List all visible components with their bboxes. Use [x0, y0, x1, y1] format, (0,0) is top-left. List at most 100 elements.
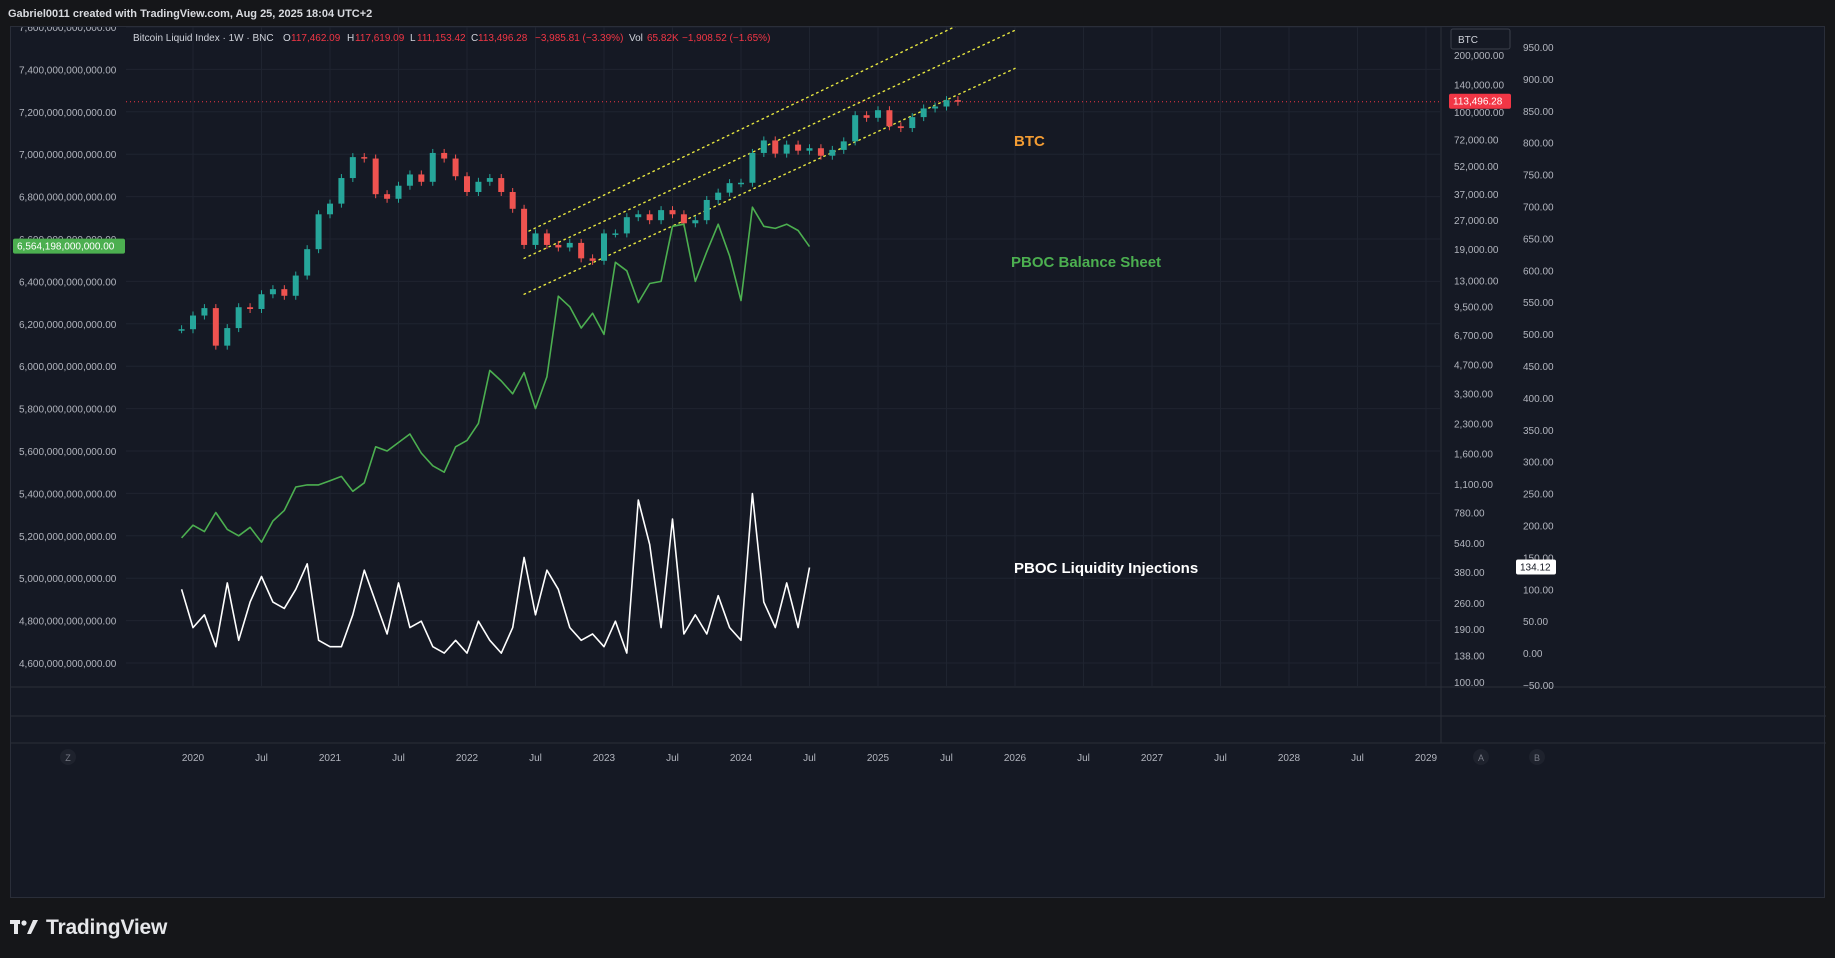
right-axis1-tick-label: 37,000.00: [1454, 190, 1499, 201]
btc-candle: [897, 126, 904, 129]
btc-candle: [749, 152, 756, 183]
btc-candle: [578, 242, 585, 259]
right-axis2-tick-label: 500.00: [1523, 330, 1554, 341]
btc-candle: [680, 214, 687, 224]
x-tick-label: Jul: [803, 753, 816, 764]
right-axis2-tick-label: 750.00: [1523, 171, 1554, 182]
right-axis2-tick-label: 200.00: [1523, 522, 1554, 533]
x-tick-label: Jul: [1077, 753, 1090, 764]
btc-candle: [304, 249, 311, 276]
right-axis2-tick-label: 800.00: [1523, 139, 1554, 150]
svg-text:Z: Z: [65, 753, 71, 763]
symbol-box[interactable]: BTC: [1450, 28, 1511, 50]
btc-candle: [486, 178, 493, 182]
left-tick-label: 5,400,000,000,000.00: [19, 489, 117, 500]
left-tick-label: 6,200,000,000,000.00: [19, 320, 117, 331]
x-tick-label: 2029: [1415, 753, 1438, 764]
btc-candle: [247, 307, 254, 309]
btc-candle: [201, 308, 208, 316]
btc-candle: [190, 315, 196, 330]
legend-symbol: Bitcoin Liquid Index · 1W · BNC: [133, 33, 274, 44]
right-axis1-tick-label: 13,000.00: [1454, 276, 1499, 287]
btc-candle: [372, 158, 379, 195]
right-axis2-tick-label: 700.00: [1523, 203, 1554, 214]
right-axis2-tick-label: 50.00: [1523, 617, 1548, 628]
chart-svg[interactable]: Bitcoin Liquid Index · 1W · BNC O 117,46…: [11, 0, 1826, 899]
btc-candle: [418, 174, 425, 182]
right-axis1-tick-label: 190.00: [1454, 625, 1485, 636]
x-tick-label: Jul: [255, 753, 268, 764]
right-axis2-tick-label: 100.00: [1523, 585, 1554, 596]
x-tick-label: 2027: [1141, 753, 1164, 764]
z-button[interactable]: Z: [60, 749, 76, 765]
right-axis1-tick-label: 1,600.00: [1454, 449, 1493, 460]
btc-candle: [920, 108, 927, 118]
chart-frame[interactable]: Bitcoin Liquid Index · 1W · BNC O 117,46…: [10, 0, 1826, 899]
x-tick-label: 2021: [319, 753, 342, 764]
x-tick-label: 2020: [182, 753, 205, 764]
right-axis1-tick-label: 27,000.00: [1454, 216, 1499, 227]
btc-candle: [235, 307, 242, 329]
axes-layer: 2020 Jul 2021 Jul 2022 Jul 2023 Jul 2024 Jul 2025 J…: [13, 23, 1556, 764]
right-axis2-tick-label: 550.00: [1523, 298, 1554, 309]
x-tick-label: 2026: [1004, 753, 1027, 764]
btc-candle: [738, 182, 744, 185]
x-tick-label: 2028: [1278, 753, 1301, 764]
btc-candle: [315, 214, 322, 250]
btc-candle: [429, 152, 436, 182]
series-layer: [126, 0, 1441, 654]
right-axis1-tick-label: 138.00: [1454, 651, 1485, 662]
right1-current-value-label-bg: [1449, 93, 1511, 109]
right-axis1-tick-label: 780.00: [1454, 509, 1485, 520]
grid: [11, 26, 1826, 744]
right-axis1-tick-label: 100,000.00: [1454, 108, 1504, 119]
btc-candle: [646, 214, 653, 221]
legend-c-label: C: [471, 33, 478, 44]
right1-current-value-label: 113,496.28: [1453, 97, 1503, 108]
btc-candle: [783, 144, 790, 154]
btc-candle: [338, 178, 345, 204]
legend-l-label: L: [410, 33, 416, 44]
right-axis1-tick-label: 380.00: [1454, 568, 1485, 579]
x-tick-label: 2024: [730, 753, 753, 764]
btc-candle: [498, 178, 505, 192]
btc-candle: [829, 149, 836, 156]
btc-candle: [258, 294, 265, 309]
btc-candle: [852, 115, 859, 142]
pboc-balance-sheet-line: [181, 206, 811, 544]
x-tick-label: 2025: [867, 753, 890, 764]
btc-candle: [886, 110, 893, 127]
right2-current-value-label: 134.12: [1520, 563, 1551, 574]
annotation-pboc-liquidity: PBOC Liquidity Injections: [1014, 560, 1198, 577]
left-tick-label: 4,800,000,000,000.00: [19, 617, 117, 628]
legend-o-value: 117,462.09: [291, 33, 341, 44]
left-current-value-label: 6,564,198,000,000.00: [17, 242, 115, 253]
right-axis1-tick-label: 72,000.00: [1454, 135, 1499, 146]
right-axis2-tick-label: 900.00: [1523, 75, 1554, 86]
btc-candle: [292, 275, 299, 296]
btc-candle: [509, 191, 516, 209]
x-tick-label: Jul: [1351, 753, 1364, 764]
tradingview-logo-icon: [10, 920, 38, 936]
pboc-liquidity-line: [180, 492, 811, 654]
btc-candle: [760, 140, 767, 153]
right-axis2-tick-label: 0.00: [1523, 649, 1543, 660]
btc-candle: [361, 157, 368, 159]
btc-candle: [875, 110, 881, 118]
a-button[interactable]: A: [1473, 749, 1489, 765]
btc-candle: [543, 233, 550, 245]
legend-o-label: O: [283, 33, 291, 44]
x-tick-label: Jul: [1214, 753, 1227, 764]
btc-candle: [943, 100, 950, 107]
btc-candle: [726, 183, 733, 193]
btc-candle: [806, 148, 813, 151]
legend-h-label: H: [347, 33, 354, 44]
left-tick-label: 6,400,000,000,000.00: [19, 277, 117, 288]
btc-candle: [932, 106, 939, 109]
right-axis2-tick-label: 400.00: [1523, 394, 1554, 405]
legend-h-value: 117,619.09: [355, 33, 405, 44]
btc-candle: [327, 203, 333, 215]
btc-candle: [863, 115, 870, 118]
left-tick-label: 6,800,000,000,000.00: [19, 193, 117, 204]
b-button[interactable]: B: [1529, 749, 1545, 765]
